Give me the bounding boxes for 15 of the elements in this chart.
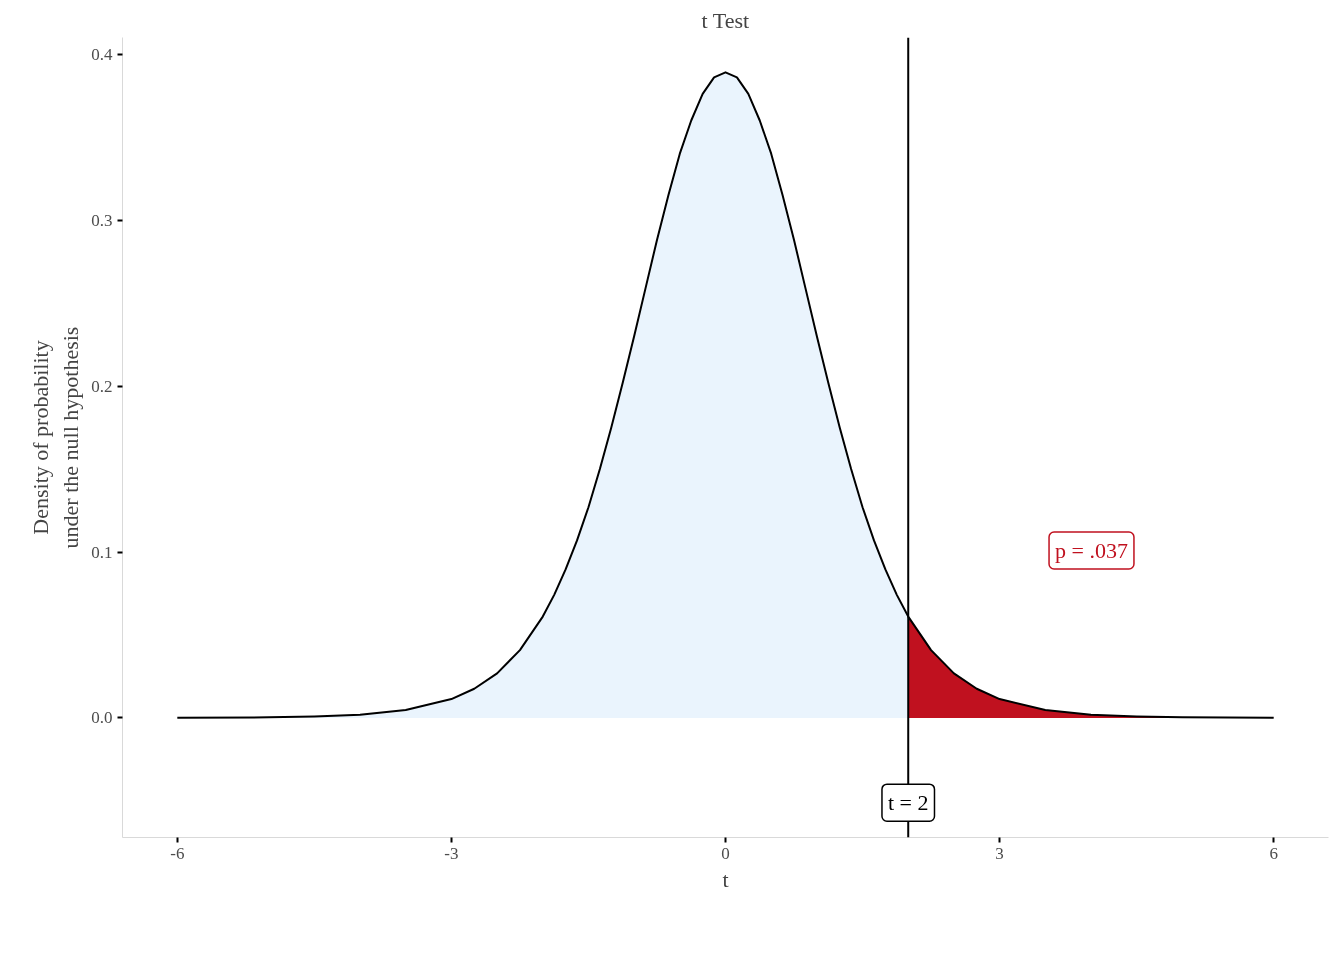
chart-title: t Test	[701, 7, 750, 33]
y-axis-title: Density of probability under the null hypothesis	[28, 326, 84, 549]
y-tick-label: 0.2	[91, 376, 113, 396]
y-tick-label: 0.3	[91, 210, 113, 230]
x-tick-label: -6	[170, 843, 185, 863]
x-tick-label: 0	[721, 843, 730, 863]
y-tick-label: 0.0	[91, 708, 113, 728]
y-tick-label: 0.1	[91, 542, 113, 562]
x-tick-label: 6	[1269, 843, 1278, 863]
annotation: p = .037	[1055, 538, 1128, 563]
annotation: t = 2	[887, 790, 929, 816]
x-tick-label: -3	[444, 843, 459, 863]
x-tick-label: 3	[995, 843, 1004, 863]
y-tick-label: 0.4	[91, 44, 113, 64]
x-axis-title: t	[722, 866, 729, 892]
